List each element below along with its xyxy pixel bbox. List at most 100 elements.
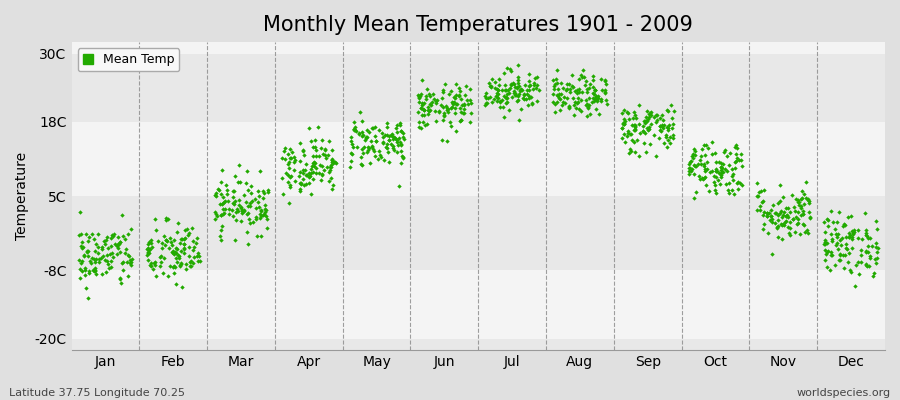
Point	[796, 221, 810, 228]
Point	[426, 91, 440, 98]
Point	[818, 237, 832, 244]
Point	[572, 86, 586, 92]
Point	[101, 244, 115, 251]
Point	[788, 228, 803, 235]
Point	[88, 267, 103, 273]
Point	[512, 91, 526, 98]
Point	[374, 152, 388, 158]
Point	[496, 104, 510, 110]
Point	[372, 127, 386, 133]
Point	[73, 275, 87, 282]
Point	[586, 84, 600, 90]
Point	[220, 191, 234, 197]
Point	[412, 94, 427, 101]
Point	[510, 74, 525, 80]
Point	[349, 128, 364, 134]
Point	[779, 212, 794, 219]
Point	[228, 172, 242, 179]
Point	[510, 84, 525, 91]
Point	[483, 83, 498, 90]
Point	[453, 105, 467, 112]
Point	[392, 139, 407, 145]
Point	[87, 259, 102, 266]
Point	[568, 99, 582, 106]
Point	[297, 182, 311, 188]
Point	[292, 186, 307, 192]
Point	[683, 164, 698, 171]
Bar	[71, 54, 885, 122]
Point	[230, 217, 244, 223]
Point	[395, 153, 410, 159]
Point	[867, 270, 881, 276]
Point	[490, 85, 504, 92]
Point	[394, 148, 409, 154]
Point	[228, 236, 242, 243]
Point	[92, 259, 106, 266]
Point	[355, 161, 369, 167]
Point	[522, 93, 536, 99]
Point	[790, 220, 805, 226]
Point	[302, 125, 316, 132]
Point	[231, 196, 246, 203]
Point	[283, 174, 297, 180]
Point	[782, 230, 796, 236]
Point	[216, 206, 230, 212]
Point	[838, 222, 852, 228]
Point	[232, 179, 247, 185]
Point	[418, 107, 432, 113]
Point	[214, 237, 229, 244]
Point	[348, 127, 363, 133]
Point	[698, 142, 712, 148]
Point	[209, 211, 223, 218]
Point	[546, 98, 561, 105]
Point	[644, 109, 658, 115]
Point	[661, 136, 675, 143]
Point	[859, 230, 873, 236]
Point	[502, 84, 517, 91]
Point	[623, 131, 637, 137]
Point	[797, 229, 812, 235]
Point	[572, 106, 586, 112]
Point	[571, 94, 585, 101]
Point	[483, 83, 498, 89]
Point	[820, 216, 834, 222]
Point	[413, 105, 428, 111]
Point	[287, 167, 302, 173]
Point	[688, 148, 702, 154]
Point	[724, 187, 739, 193]
Point	[839, 234, 853, 240]
Point	[345, 134, 359, 140]
Point	[588, 96, 602, 102]
Point	[630, 137, 644, 143]
Point	[705, 139, 719, 146]
Point	[88, 265, 103, 271]
Point	[221, 211, 236, 217]
Point	[642, 111, 656, 117]
Point	[180, 226, 194, 232]
Point	[591, 111, 606, 118]
Point	[220, 198, 235, 204]
Bar	[71, 196, 885, 270]
Point	[351, 131, 365, 137]
Point	[113, 239, 128, 245]
Point	[188, 240, 202, 247]
Point	[482, 95, 496, 102]
Point	[456, 110, 471, 116]
Point	[144, 237, 158, 243]
Point	[591, 93, 606, 99]
Bar	[71, 122, 885, 196]
Point	[313, 177, 328, 183]
Point	[588, 87, 602, 94]
Point	[308, 136, 322, 143]
Point	[615, 125, 629, 132]
Point	[526, 82, 541, 88]
Point	[722, 180, 736, 186]
Point	[303, 138, 318, 144]
Point	[362, 145, 376, 151]
Point	[166, 263, 181, 270]
Point	[655, 112, 670, 118]
Point	[368, 124, 382, 130]
Point	[628, 122, 643, 128]
Point	[530, 82, 544, 88]
Point	[769, 210, 783, 216]
